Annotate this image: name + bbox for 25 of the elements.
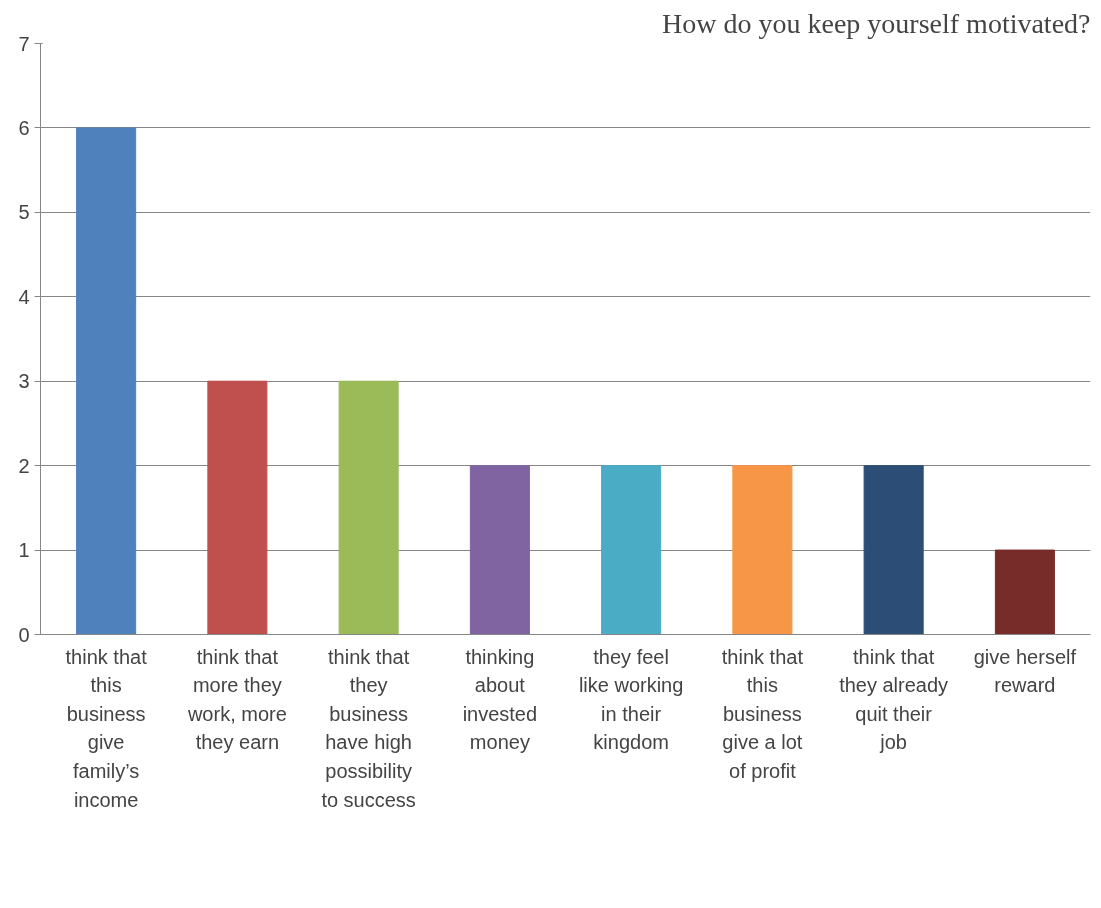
y-tick-label: 2	[18, 454, 30, 477]
y-tick-label: 0	[18, 623, 30, 646]
bar	[207, 380, 268, 635]
y-tick-label: 5	[18, 201, 30, 224]
y-tick-label: 6	[18, 116, 30, 139]
bar	[732, 465, 793, 635]
bar	[863, 465, 924, 635]
x-tick-label: think that this business give a lot of profit	[721, 645, 804, 782]
x-tick-label: thinking about invested money	[462, 645, 538, 754]
y-tick-label: 1	[18, 539, 30, 562]
bar	[469, 465, 530, 635]
y-tick-label: 3	[18, 370, 30, 393]
x-tick-label: think that they already quit their job	[839, 645, 949, 754]
x-tick-label: think that they business have high possibility to success	[321, 645, 416, 811]
bar	[994, 549, 1055, 635]
x-tick-label: they feel like working in their kingdom	[578, 645, 684, 754]
bar	[338, 380, 399, 635]
bar	[601, 465, 662, 635]
chart-title: How do you keep yourself motivated?	[662, 7, 1091, 39]
bar	[76, 127, 137, 635]
x-tick-label: give herself reward	[973, 645, 1077, 697]
x-tick-label: think that more they work, more they earn	[186, 645, 287, 754]
y-tick-label: 4	[18, 285, 30, 308]
x-tick-label: think that this business give family’s income	[65, 645, 148, 811]
y-tick-label: 7	[18, 32, 30, 55]
